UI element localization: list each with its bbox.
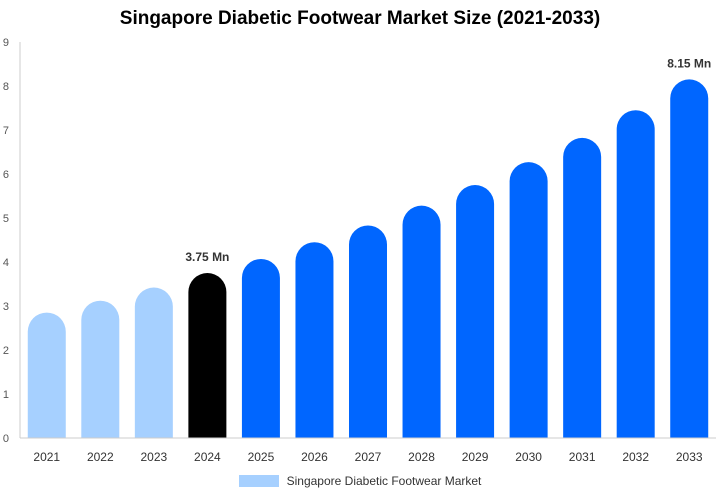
bar-2030[interactable] — [509, 162, 548, 438]
legend[interactable]: Singapore Diabetic Footwear Market — [0, 474, 720, 488]
y-tick-label: 8 — [3, 81, 9, 93]
y-tick-label: 9 — [3, 37, 9, 49]
x-tick-label: 2028 — [408, 450, 435, 464]
annotations: 3.75 Mn 8.15 Mn — [185, 56, 711, 264]
y-tick-label: 1 — [3, 389, 9, 401]
bar-2026[interactable] — [295, 242, 334, 438]
y-tick-label: 0 — [3, 433, 9, 445]
y-axis: 0 1 2 3 4 5 6 7 8 9 — [3, 37, 21, 445]
y-tick-label: 3 — [3, 301, 9, 313]
bar-2025[interactable] — [241, 258, 280, 438]
chart-title: Singapore Diabetic Footwear Market Size … — [119, 8, 601, 29]
bar-2021[interactable] — [27, 312, 66, 438]
x-tick-label: 2033 — [676, 450, 703, 464]
legend-label: Singapore Diabetic Footwear Market — [286, 474, 482, 488]
data-label-2033: 8.15 Mn — [667, 56, 711, 70]
bars — [27, 79, 709, 439]
x-tick-label: 2024 — [194, 450, 221, 464]
x-tick-label: 2031 — [569, 450, 596, 464]
bar-2033[interactable] — [670, 79, 709, 439]
x-tick-label: 2032 — [622, 450, 649, 464]
y-tick-label: 5 — [3, 213, 9, 225]
bar-2024[interactable] — [188, 273, 227, 438]
bar-2028[interactable] — [402, 205, 441, 438]
x-tick-label: 2021 — [33, 450, 60, 464]
x-tick-label: 2027 — [355, 450, 382, 464]
x-tick-label: 2026 — [301, 450, 328, 464]
y-tick-label: 7 — [3, 125, 9, 137]
bar-2027[interactable] — [349, 225, 387, 438]
y-tick-label: 2 — [3, 345, 9, 357]
x-tick-label: 2022 — [87, 450, 114, 464]
x-tick-label: 2025 — [248, 450, 275, 464]
y-tick-label: 6 — [3, 169, 9, 181]
bar-2029[interactable] — [456, 185, 495, 438]
y-tick-label: 4 — [3, 257, 9, 269]
x-axis: 2021 2022 2023 2024 2025 2026 2027 2028 2029 2030… — [20, 437, 716, 464]
x-tick-label: 2023 — [140, 450, 167, 464]
bar-2032[interactable] — [616, 110, 655, 438]
bar-2023[interactable] — [134, 287, 173, 438]
legend-swatch — [238, 475, 279, 487]
x-tick-label: 2030 — [515, 450, 542, 464]
bar-2031[interactable] — [563, 137, 602, 439]
data-label-2024: 3.75 Mn — [185, 250, 229, 264]
bar-2022[interactable] — [81, 300, 120, 438]
x-tick-label: 2029 — [462, 450, 489, 464]
